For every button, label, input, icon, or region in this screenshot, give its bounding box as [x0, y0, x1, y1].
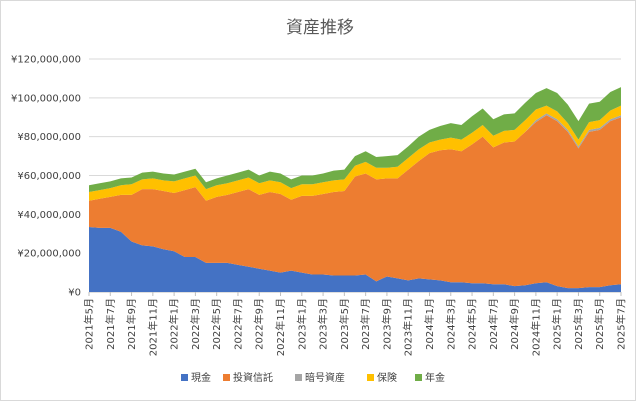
x-tick-label: 2025年5月 [593, 298, 606, 350]
x-tick-label: 2025年3月 [572, 298, 585, 350]
y-tick-label: ¥0 [68, 288, 81, 299]
x-tick-label: 2024年7月 [487, 298, 500, 350]
x-tick-label: 2023年3月 [317, 298, 330, 350]
legend-swatch [223, 374, 230, 381]
x-tick-label: 2022年3月 [189, 298, 202, 350]
y-tick-label: ¥20,000,000 [17, 249, 81, 260]
x-tick-label: 2023年11月 [402, 298, 415, 356]
y-axis: ¥0 ¥20,000,000 ¥40,000,000 ¥60,000,000 ¥80,0… [11, 55, 81, 299]
y-tick-label: ¥40,000,000 [17, 210, 81, 221]
x-tick-label: 2022年9月 [253, 298, 266, 350]
legend-swatch [295, 374, 302, 381]
legend-label: 暗号資産 [305, 371, 345, 384]
x-tick-label: 2025年1月 [551, 298, 564, 350]
legend-label: 現金 [191, 371, 211, 384]
x-axis: 2021年5月 2021年7月 2021年9月 2021年11月 2022年1月 2022… [83, 292, 628, 356]
x-tick-label: 2023年1月 [295, 298, 308, 350]
x-tick-label: 2021年9月 [125, 298, 138, 350]
x-tick-label: 2023年7月 [359, 298, 372, 350]
area-series [89, 87, 621, 292]
x-tick-label: 2022年11月 [274, 298, 287, 356]
x-tick-label: 2024年9月 [508, 298, 521, 350]
series-area-現金 [89, 226, 621, 292]
chart-title: 資産推移 [286, 18, 354, 38]
x-tick-label: 2024年11月 [529, 298, 542, 356]
x-tick-label: 2024年5月 [466, 298, 479, 350]
legend-label: 保険 [377, 371, 397, 384]
x-tick-label: 2024年3月 [444, 298, 457, 350]
x-tick-label: 2023年9月 [380, 298, 393, 350]
x-tick-label: 2021年5月 [83, 298, 96, 350]
y-tick-label: ¥100,000,000 [11, 93, 81, 104]
x-tick-label: 2022年7月 [231, 298, 244, 350]
x-tick-label: 2022年1月 [168, 298, 181, 350]
legend-swatch [415, 374, 422, 381]
y-tick-label: ¥60,000,000 [17, 171, 81, 182]
legend: 現金 投資信託 暗号資産 保険 年金 [181, 371, 445, 384]
y-tick-label: ¥120,000,000 [11, 55, 81, 66]
x-tick-label: 2023年5月 [338, 298, 351, 350]
series-area-投資信託 [89, 115, 621, 289]
legend-label: 投資信託 [233, 371, 273, 384]
x-tick-label: 2025年7月 [615, 298, 628, 350]
legend-label: 年金 [425, 371, 445, 384]
x-tick-label: 2021年7月 [104, 298, 117, 350]
legend-swatch [367, 374, 374, 381]
x-tick-label: 2024年1月 [423, 298, 436, 350]
x-tick-label: 2022年5月 [210, 298, 223, 350]
x-tick-label: 2021年11月 [146, 298, 159, 356]
legend-swatch [181, 374, 188, 381]
y-tick-label: ¥80,000,000 [17, 132, 81, 143]
